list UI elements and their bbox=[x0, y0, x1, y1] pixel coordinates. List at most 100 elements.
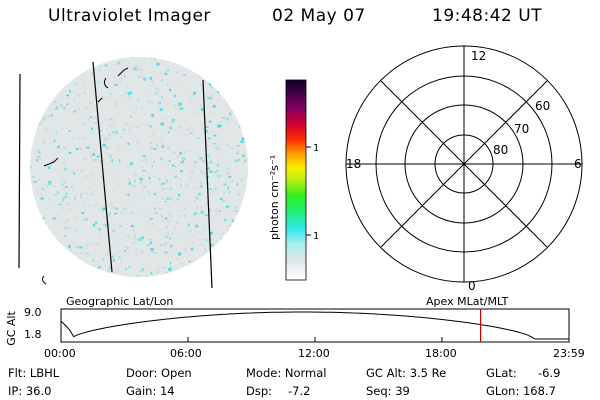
image-speckle bbox=[100, 208, 105, 211]
image-speckle bbox=[199, 103, 202, 107]
image-speckle bbox=[107, 133, 110, 136]
image-speckle bbox=[61, 207, 64, 210]
image-speckle bbox=[47, 147, 49, 149]
image-speckle bbox=[79, 246, 83, 249]
image-speckle bbox=[153, 201, 155, 205]
image-speckle bbox=[178, 253, 181, 256]
image-speckle bbox=[173, 226, 176, 229]
image-speckle bbox=[56, 106, 59, 109]
image-speckle bbox=[77, 257, 80, 260]
image-speckle bbox=[80, 169, 84, 172]
image-speckle bbox=[163, 267, 165, 269]
image-speckle bbox=[95, 278, 97, 280]
image-speckle bbox=[206, 239, 208, 241]
image-speckle bbox=[229, 112, 232, 116]
image-speckle bbox=[128, 182, 131, 185]
image-speckle bbox=[184, 248, 186, 251]
image-speckle bbox=[158, 207, 161, 210]
image-speckle bbox=[41, 120, 43, 124]
image-speckle bbox=[204, 248, 206, 250]
image-speckle bbox=[66, 149, 69, 151]
image-speckle bbox=[228, 191, 231, 193]
image-speckle bbox=[94, 121, 98, 124]
image-speckle bbox=[241, 63, 245, 66]
image-speckle bbox=[48, 79, 50, 82]
image-speckle bbox=[167, 213, 171, 215]
image-speckle bbox=[162, 187, 164, 190]
image-speckle bbox=[173, 151, 176, 154]
image-speckle bbox=[192, 236, 196, 238]
image-speckle bbox=[43, 140, 47, 142]
image-speckle bbox=[159, 178, 161, 181]
image-speckle bbox=[227, 229, 230, 232]
image-speckle bbox=[80, 193, 82, 196]
image-speckle bbox=[233, 209, 236, 212]
image-speckle bbox=[215, 87, 217, 89]
image-speckle bbox=[134, 234, 137, 237]
image-speckle bbox=[107, 153, 111, 156]
image-speckle bbox=[56, 191, 59, 194]
image-speckle bbox=[109, 118, 113, 121]
image-speckle bbox=[74, 64, 76, 67]
image-speckle bbox=[161, 79, 163, 82]
image-speckle bbox=[156, 143, 159, 146]
image-speckle bbox=[224, 254, 228, 258]
image-speckle bbox=[194, 111, 198, 114]
image-speckle bbox=[74, 217, 77, 219]
image-speckle bbox=[135, 141, 140, 144]
image-speckle bbox=[128, 276, 132, 277]
image-speckle bbox=[205, 227, 207, 229]
image-speckle bbox=[115, 104, 119, 107]
image-speckle bbox=[169, 126, 173, 130]
image-speckle bbox=[205, 126, 209, 128]
gain-readout: Gain: 14 bbox=[126, 384, 175, 398]
image-speckle bbox=[223, 191, 226, 194]
image-speckle bbox=[139, 177, 143, 181]
image-speckle bbox=[134, 200, 136, 202]
image-speckle bbox=[180, 126, 184, 129]
image-speckle bbox=[175, 257, 179, 260]
image-speckle bbox=[217, 99, 221, 102]
image-speckle bbox=[168, 268, 171, 271]
image-speckle bbox=[111, 127, 114, 128]
image-speckle bbox=[35, 80, 38, 83]
image-speckle bbox=[169, 214, 172, 217]
image-speckle bbox=[183, 214, 185, 217]
image-speckle bbox=[169, 266, 172, 270]
image-speckle bbox=[166, 163, 170, 165]
image-speckle bbox=[64, 196, 68, 199]
image-speckle bbox=[59, 83, 62, 85]
image-speckle bbox=[166, 233, 170, 235]
orbit-x-tick-4: 23:59 bbox=[553, 347, 585, 360]
image-speckle bbox=[119, 95, 122, 97]
image-speckle bbox=[149, 125, 153, 128]
image-speckle bbox=[230, 147, 234, 150]
image-speckle bbox=[230, 111, 233, 113]
image-speckle bbox=[218, 71, 220, 73]
image-speckle bbox=[42, 117, 46, 120]
image-speckle bbox=[231, 135, 233, 137]
orbit-x-tick-1: 06:00 bbox=[170, 347, 202, 360]
image-speckle bbox=[74, 198, 77, 201]
filter-readout: Flt: LBHL bbox=[8, 366, 60, 380]
image-speckle bbox=[103, 160, 105, 163]
gc-alt-readout: GC Alt: 3.5 Re bbox=[366, 366, 447, 380]
image-speckle bbox=[109, 93, 112, 95]
image-speckle bbox=[41, 227, 45, 231]
image-speckle bbox=[113, 69, 115, 72]
image-speckle bbox=[44, 62, 47, 64]
image-speckle bbox=[85, 252, 89, 256]
image-speckle bbox=[131, 241, 136, 245]
image-speckle bbox=[48, 262, 51, 265]
dsp-value: -7.2 bbox=[288, 384, 311, 398]
image-speckle bbox=[65, 192, 68, 196]
image-speckle bbox=[206, 162, 208, 165]
image-speckle bbox=[223, 82, 225, 86]
image-speckle bbox=[116, 239, 119, 242]
image-speckle bbox=[153, 58, 156, 60]
image-speckle bbox=[48, 183, 52, 186]
image-speckle bbox=[227, 186, 230, 190]
image-speckle bbox=[68, 90, 71, 93]
altitude-curve bbox=[60, 311, 569, 340]
image-speckle bbox=[146, 123, 149, 127]
